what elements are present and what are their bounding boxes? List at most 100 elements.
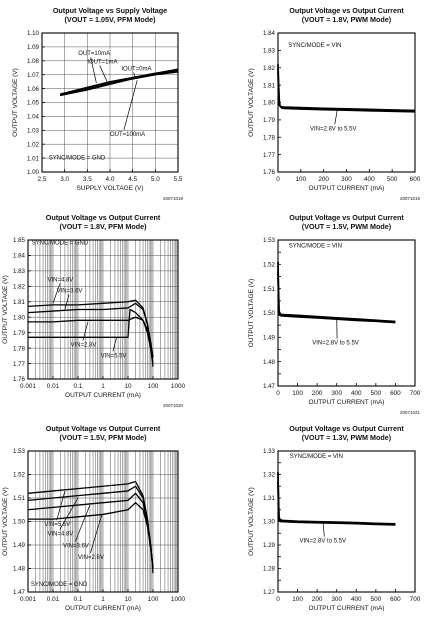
x-tick-label: 100 bbox=[292, 390, 303, 397]
chart-title: Output Voltage vs Output Current bbox=[46, 424, 161, 433]
x-tick-label: 200 bbox=[312, 390, 323, 397]
x-tick-label: 0.01 bbox=[47, 383, 60, 390]
y-tick-label: 1.02 bbox=[27, 141, 40, 148]
annotation-label: SYNC/MODE = VIN bbox=[288, 43, 341, 49]
x-tick-label: 10 bbox=[124, 383, 132, 390]
y-tick-label: 1.52 bbox=[263, 262, 276, 269]
y-tick-label: 1.53 bbox=[13, 448, 26, 455]
annotation-leader bbox=[99, 65, 109, 84]
annotation-leader bbox=[112, 337, 117, 352]
x-tick-label: 0 bbox=[276, 390, 280, 397]
y-tick-label: 1.82 bbox=[13, 284, 26, 291]
annotation-label: OUT=100mA bbox=[110, 132, 145, 138]
chart-c5: Output Voltage vs Output Current(VOUT = … bbox=[2, 424, 186, 612]
y-tick-label: 1.81 bbox=[13, 299, 26, 306]
x-tick-label: 5.0 bbox=[151, 176, 160, 183]
y-tick-label: 1.79 bbox=[263, 117, 276, 124]
y-tick-label: 1.49 bbox=[13, 542, 26, 549]
y-tick-label: 1.76 bbox=[13, 376, 26, 383]
y-tick-label: 1.51 bbox=[13, 495, 26, 502]
x-axis-label: OUTPUT CURRENT (mA) bbox=[309, 399, 385, 406]
chart-subtitle: (VOUT = 1.8V, PFM Mode) bbox=[60, 222, 148, 231]
x-tick-label: 0 bbox=[276, 176, 280, 183]
chart-subtitle: (VOUT = 1.3V, PWM Mode) bbox=[302, 433, 392, 442]
y-tick-label: 1.51 bbox=[263, 286, 276, 293]
x-tick-label: 500 bbox=[371, 390, 382, 397]
x-tick-label: 200 bbox=[312, 596, 323, 603]
annotation-label: SYNC/MODE = VIN bbox=[290, 454, 343, 460]
y-tick-label: 1.31 bbox=[263, 495, 276, 502]
y-tick-label: 1.29 bbox=[263, 542, 276, 549]
annotation-label: SYNC/MODE = VIN bbox=[289, 243, 342, 249]
y-tick-label: 1.78 bbox=[263, 134, 276, 141]
chart-title: Output Voltage vs Supply Voltage bbox=[53, 6, 167, 15]
y-tick-label: 1.33 bbox=[263, 448, 276, 455]
x-tick-label: 100 bbox=[148, 383, 159, 390]
y-axis-label: OUTPUT VOLTAGE (V) bbox=[248, 487, 255, 556]
annotation-label: SYNC/MODE = GND bbox=[49, 155, 106, 161]
x-tick-label: 300 bbox=[331, 596, 342, 603]
x-tick-label: 100 bbox=[148, 596, 159, 603]
y-tick-label: 1.27 bbox=[263, 589, 276, 596]
annotation-leader bbox=[82, 321, 89, 341]
y-tick-label: 1.85 bbox=[13, 237, 26, 244]
series-line-1 bbox=[277, 271, 396, 324]
y-tick-label: 1.82 bbox=[263, 65, 276, 72]
annotation-leader bbox=[322, 521, 325, 537]
chart-subtitle: (VOUT = 1.05V, PFM Mode) bbox=[65, 15, 157, 24]
annotation-label: VIN=2.8V bbox=[70, 343, 96, 349]
y-axis-label: OUTPUT VOLTAGE (V) bbox=[2, 275, 9, 344]
y-tick-label: 1.47 bbox=[13, 589, 26, 596]
y-tick-label: 1.08 bbox=[27, 58, 40, 65]
series-line-0 bbox=[277, 261, 396, 323]
y-axis-label: OUTPUT VOLTAGE (V) bbox=[12, 68, 19, 137]
series-line-1 bbox=[277, 71, 416, 113]
series-line-3 bbox=[59, 71, 179, 97]
y-tick-label: 1.49 bbox=[263, 335, 276, 342]
series-line-3 bbox=[28, 502, 154, 567]
y-tick-label: 1.77 bbox=[263, 152, 276, 159]
x-tick-label: 100 bbox=[295, 176, 306, 183]
y-tick-label: 1.83 bbox=[263, 48, 276, 55]
chart-title: Output Voltage vs Output Current bbox=[289, 424, 404, 433]
x-tick-label: 0.001 bbox=[20, 596, 36, 603]
x-axis-label: OUTPUT CURRENT (mA) bbox=[309, 605, 385, 612]
y-tick-label: 1.07 bbox=[27, 72, 40, 79]
y-tick-label: 1.84 bbox=[263, 30, 276, 37]
figure-id: 20071018 bbox=[163, 196, 184, 201]
chart-c1: Output Voltage vs Supply Voltage(VOUT = … bbox=[12, 6, 183, 201]
x-tick-label: 10 bbox=[124, 596, 132, 603]
y-tick-label: 1.32 bbox=[263, 472, 276, 479]
series-line-0 bbox=[277, 472, 396, 525]
x-tick-label: 200 bbox=[318, 176, 329, 183]
annotation-label: VIN=4.8V bbox=[47, 532, 73, 538]
chart-c3: Output Voltage vs Output Current(VOUT = … bbox=[2, 213, 186, 408]
x-axis-label: SUPPLY VOLTAGE (V) bbox=[76, 185, 143, 192]
plot-frame bbox=[277, 32, 416, 173]
x-tick-label: 5.5 bbox=[174, 176, 183, 183]
chart-subtitle: (VOUT = 1.8V, PWM Mode) bbox=[302, 15, 392, 24]
y-tick-label: 1.04 bbox=[27, 114, 40, 121]
y-tick-label: 1.53 bbox=[263, 237, 276, 244]
grid-lines bbox=[42, 33, 178, 172]
annotation-leader bbox=[123, 80, 138, 130]
plot-frame bbox=[277, 239, 416, 387]
x-tick-label: 600 bbox=[390, 390, 401, 397]
x-tick-label: 700 bbox=[410, 596, 421, 603]
y-tick-label: 1.84 bbox=[13, 253, 26, 260]
x-tick-label: 500 bbox=[371, 596, 382, 603]
x-tick-label: 4.5 bbox=[128, 176, 137, 183]
series-line-3 bbox=[28, 308, 154, 367]
annotation-label: SYNC/MODE = GND bbox=[32, 241, 89, 247]
y-tick-label: 1.05 bbox=[27, 100, 40, 107]
x-tick-label: 600 bbox=[410, 176, 421, 183]
y-tick-label: 1.10 bbox=[27, 30, 40, 37]
x-tick-label: 1000 bbox=[171, 383, 186, 390]
annotation-leader bbox=[90, 514, 103, 554]
figure-id: 20071021 bbox=[400, 410, 421, 415]
y-tick-label: 1.09 bbox=[27, 44, 40, 51]
y-axis-label: OUTPUT VOLTAGE (V) bbox=[248, 279, 255, 348]
series-line-2 bbox=[59, 69, 179, 95]
y-tick-label: 1.77 bbox=[13, 361, 26, 368]
